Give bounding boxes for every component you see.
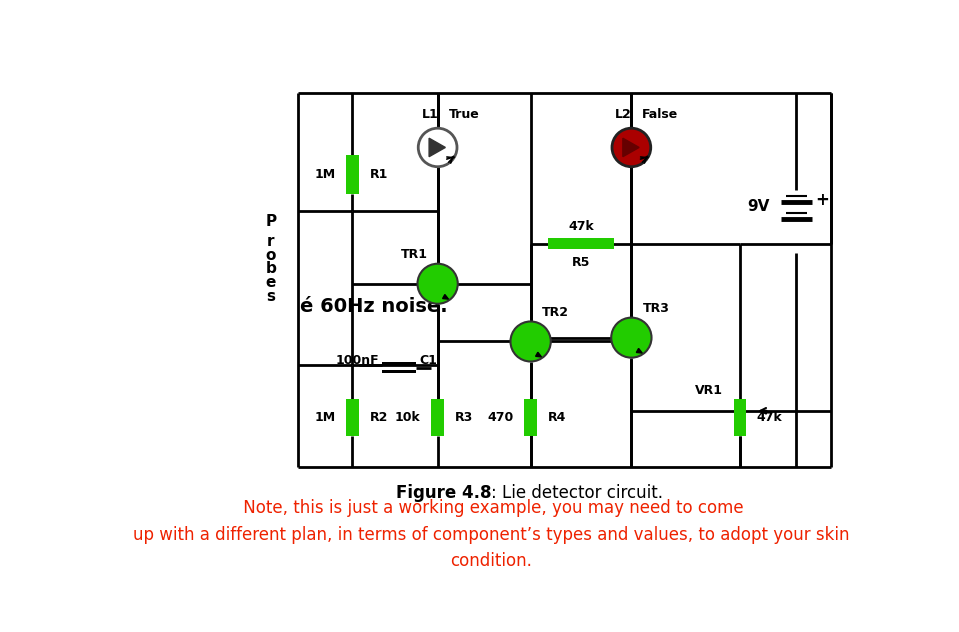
Bar [548,238,615,249]
Text: 470: 470 [487,411,514,424]
Bar [432,399,444,436]
Text: +: + [815,191,829,209]
Text: TR1: TR1 [401,248,428,261]
Text: R1: R1 [369,168,387,181]
Polygon shape [535,352,542,357]
Text: R5: R5 [572,256,590,269]
Bar [346,155,359,193]
Circle shape [611,318,651,358]
Text: Figure 4.8: Figure 4.8 [396,484,491,502]
Polygon shape [443,295,449,299]
Text: L2: L2 [616,108,632,121]
Polygon shape [429,138,445,157]
Text: 47k: 47k [568,220,594,233]
Text: C1: C1 [419,355,437,367]
Text: r: r [268,234,274,248]
Text: 10k: 10k [395,411,421,424]
Text: TR2: TR2 [542,306,569,319]
Text: b: b [266,262,276,276]
Bar [346,399,359,436]
Circle shape [612,128,651,167]
Circle shape [418,128,457,167]
Text: : Lie detector circuit.: : Lie detector circuit. [491,484,663,502]
Bar [382,370,416,374]
Text: e: e [266,276,276,290]
Text: 47k: 47k [757,411,783,424]
Text: R2: R2 [369,411,387,424]
Text: o: o [266,248,276,262]
Text: 1M: 1M [315,411,336,424]
Bar [734,399,746,436]
Text: True: True [449,108,480,121]
Polygon shape [622,138,639,157]
Text: é 60Hz noise.: é 60Hz noise. [299,297,447,317]
Text: TR3: TR3 [643,302,669,315]
Text: 1M: 1M [315,168,336,181]
Text: False: False [643,108,678,121]
Bar [525,399,537,436]
Circle shape [510,322,550,362]
Text: Note, this is just a working example, you may need to come
up with a different p: Note, this is just a working example, yo… [133,499,850,570]
Text: VR1: VR1 [695,384,723,396]
Text: L1: L1 [422,108,438,121]
Text: P: P [266,214,276,229]
Text: s: s [267,289,275,304]
Circle shape [417,264,457,304]
Polygon shape [637,348,643,353]
Bar [382,362,416,365]
Text: 9V: 9V [747,199,769,214]
Text: 100nF: 100nF [335,355,379,367]
Text: R3: R3 [455,411,473,424]
Text: R4: R4 [548,411,566,424]
